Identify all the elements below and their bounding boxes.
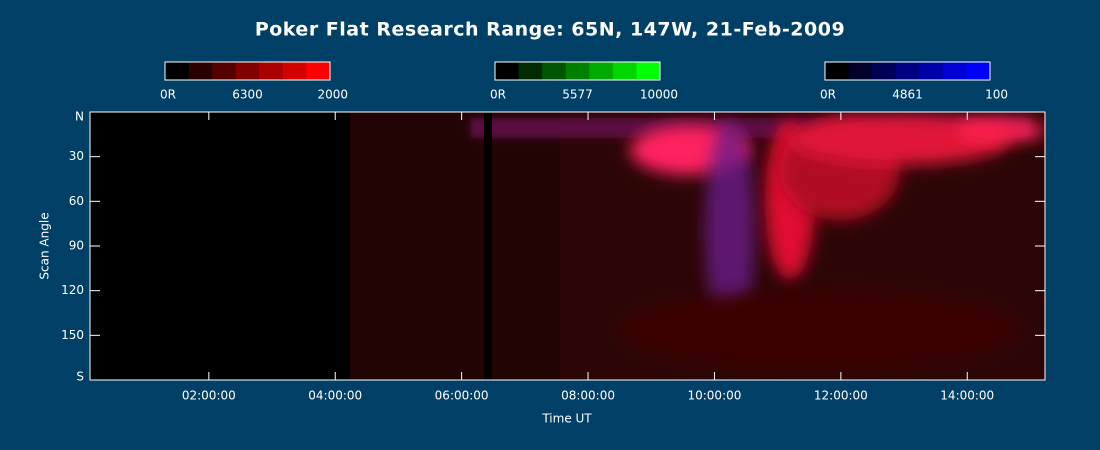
y-tick-label: 30 [69, 149, 84, 163]
colorbar-segment [188, 62, 213, 80]
colorbar-frame [164, 61, 331, 81]
colorbar-segment [589, 62, 614, 80]
colorbar-segment [282, 62, 307, 80]
colorbar-min-label: 0R [820, 88, 836, 102]
colorbar-segment [495, 62, 520, 80]
y-tick-label: N [75, 110, 84, 124]
colorbar-wavelength: 4861 [892, 88, 923, 102]
colorbar-segment [872, 62, 897, 80]
y-tick-label: S [76, 370, 84, 384]
keogram-image [90, 112, 1045, 380]
x-tick-label: 02:00:00 [182, 389, 236, 403]
colorbar-segment [235, 62, 260, 80]
colorbar-segment [518, 62, 543, 80]
colorbar-segment [966, 62, 991, 80]
colorbar-segment [942, 62, 967, 80]
x-tick-label: 14:00:00 [940, 389, 994, 403]
x-tick-label: 08:00:00 [561, 389, 615, 403]
colorbar-segment [542, 62, 567, 80]
chart-title: Poker Flat Research Range: 65N, 147W, 21… [255, 19, 845, 41]
colorbar-frame [824, 61, 991, 81]
colorbar-min-label: 0R [160, 88, 176, 102]
colorbar-max-label: 100 [985, 88, 1008, 102]
colorbar-frame [494, 61, 661, 81]
colorbar-segment [306, 62, 331, 80]
y-tick-label: 90 [69, 239, 84, 253]
colorbar-segment [565, 62, 590, 80]
colorbar-segment [895, 62, 920, 80]
colorbar-max-label: 2000 [317, 88, 348, 102]
colorbar-segment [259, 62, 284, 80]
y-tick-label: 60 [69, 194, 84, 208]
colorbar-segment [636, 62, 661, 80]
colorbar-min-label: 0R [490, 88, 506, 102]
x-tick-label: 12:00:00 [814, 389, 868, 403]
y-axis-label: Scan Angle [38, 212, 52, 279]
colorbar-wavelength: 6300 [232, 88, 263, 102]
colorbar-segment [165, 62, 190, 80]
colorbar-segment [848, 62, 873, 80]
colorbar-wavelength: 5577 [562, 88, 593, 102]
colorbar-segment [919, 62, 944, 80]
y-tick-label: 120 [61, 283, 84, 297]
y-tick-label: 150 [61, 328, 84, 342]
colorbar-segment [212, 62, 237, 80]
x-axis-label: Time UT [541, 412, 592, 426]
x-tick-label: 06:00:00 [435, 389, 489, 403]
colorbar-segment [612, 62, 637, 80]
x-tick-label: 04:00:00 [308, 389, 362, 403]
colorbar-segment [825, 62, 850, 80]
colorbar-max-label: 10000 [640, 88, 678, 102]
x-tick-label: 10:00:00 [687, 389, 741, 403]
